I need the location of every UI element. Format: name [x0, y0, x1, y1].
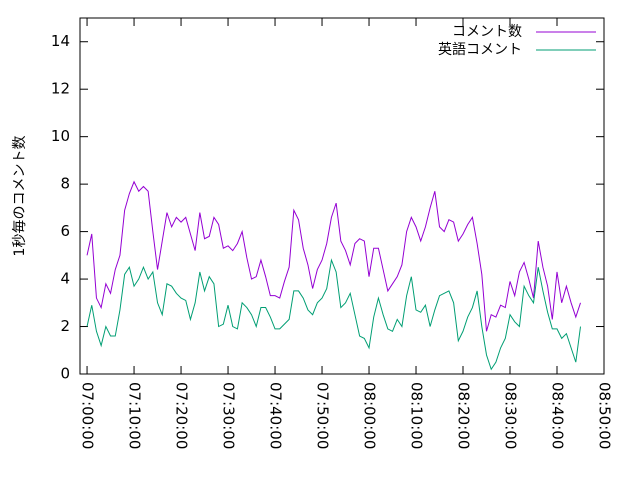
x-tick-label: 07:10:00 — [126, 382, 144, 449]
plot-border — [79, 17, 605, 375]
series-line — [86, 258, 581, 371]
x-tick-label: 08:30:00 — [502, 382, 520, 449]
y-tick-label: 14 — [51, 32, 70, 50]
legend-label: コメント数 — [452, 24, 522, 40]
x-tick-label: 08:40:00 — [549, 382, 567, 449]
legend-label: 英語コメント — [438, 41, 522, 58]
x-tick-label: 07:50:00 — [314, 382, 332, 449]
x-tick-label: 08:50:00 — [596, 382, 614, 449]
x-tick-label: 08:00:00 — [361, 382, 379, 449]
y-axis-label: 1秒毎のコメント数 — [12, 136, 28, 257]
x-tick-label: 08:20:00 — [455, 382, 473, 449]
y-tick-label: 10 — [51, 127, 70, 145]
x-tick-label: 07:30:00 — [220, 382, 238, 449]
y-tick-label: 6 — [60, 222, 70, 240]
y-tick-label: 8 — [60, 175, 70, 193]
x-tick-label: 07:20:00 — [173, 382, 191, 449]
y-tick-label: 12 — [51, 80, 70, 98]
x-tick-label: 07:40:00 — [267, 382, 285, 449]
x-tick-label: 07:00:00 — [79, 382, 97, 449]
x-tick-label: 08:10:00 — [408, 382, 426, 449]
series-line — [86, 180, 581, 332]
y-tick-label: 0 — [60, 365, 70, 383]
y-tick-label: 2 — [60, 317, 70, 335]
y-tick-label: 4 — [60, 270, 70, 288]
